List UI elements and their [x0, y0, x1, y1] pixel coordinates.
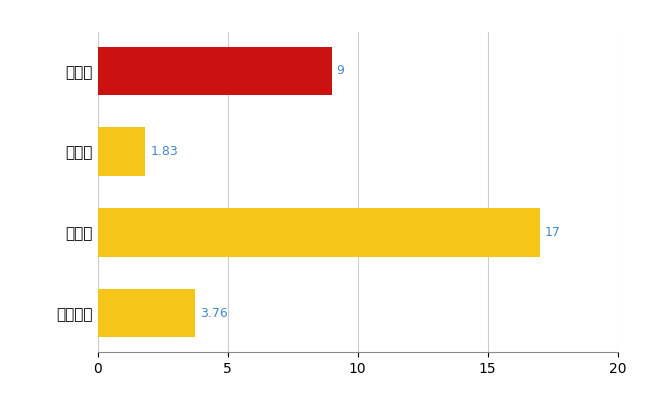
Bar [98, 46, 332, 95]
Text: 17: 17 [545, 226, 560, 239]
Text: 1.83: 1.83 [150, 145, 178, 158]
Bar [98, 127, 145, 176]
Text: 9: 9 [337, 64, 344, 77]
Bar [98, 208, 540, 257]
Text: 3.76: 3.76 [200, 307, 228, 320]
Bar [98, 289, 195, 338]
